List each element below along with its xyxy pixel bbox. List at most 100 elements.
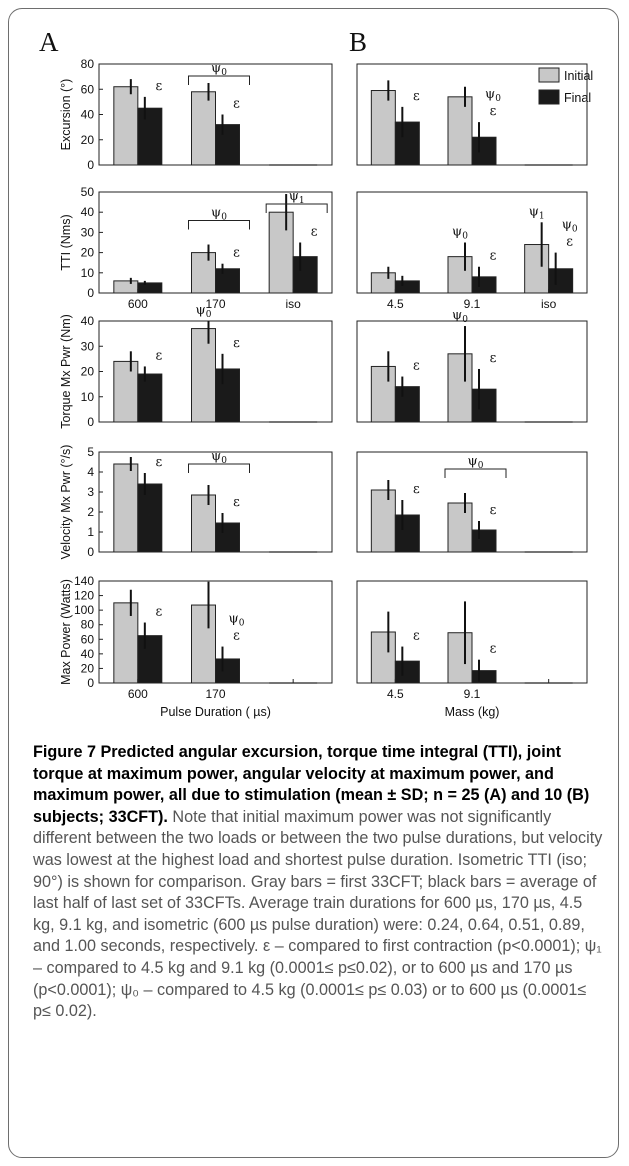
bar-final bbox=[471, 136, 497, 166]
bar-final bbox=[137, 483, 163, 553]
y-tick-label: 40 bbox=[81, 647, 95, 661]
y-tick-label: 40 bbox=[81, 108, 95, 122]
epsilon-annotation: ε bbox=[490, 503, 497, 518]
bar-final bbox=[394, 386, 420, 423]
x-axis-label: Mass (kg) bbox=[445, 705, 500, 719]
y-tick-label: 30 bbox=[81, 339, 95, 353]
bar-final bbox=[471, 388, 497, 423]
epsilon-annotation: ε bbox=[233, 336, 240, 351]
significance-bracket bbox=[444, 468, 507, 478]
bar-final bbox=[215, 368, 240, 423]
y-axis-label: TTI (Nms) bbox=[59, 214, 73, 270]
x-tick-label: 600 bbox=[128, 297, 148, 311]
psi-annotation: ψ1 bbox=[529, 204, 545, 221]
y-tick-label: 4 bbox=[87, 465, 94, 479]
bar-final bbox=[394, 660, 420, 684]
epsilon-annotation: ε bbox=[155, 348, 162, 363]
y-tick-label: 80 bbox=[81, 618, 95, 632]
y-tick-label: 60 bbox=[81, 632, 95, 646]
bar-initial bbox=[191, 328, 216, 423]
bar-final bbox=[215, 522, 240, 553]
epsilon-annotation: ε bbox=[566, 235, 573, 250]
bar-initial bbox=[370, 90, 396, 166]
bar-final bbox=[471, 670, 497, 684]
y-tick-label: 20 bbox=[81, 661, 95, 675]
y-tick-label: 10 bbox=[81, 266, 95, 280]
y-tick-label: 20 bbox=[81, 365, 95, 379]
y-tick-label: 0 bbox=[87, 545, 94, 559]
bar-initial bbox=[447, 502, 473, 553]
y-axis-label: Max Power (Watts) bbox=[59, 579, 73, 685]
x-tick-label: 9.1 bbox=[464, 687, 481, 701]
epsilon-annotation: ε bbox=[233, 246, 240, 261]
panel-letter-b: B bbox=[349, 27, 367, 57]
epsilon-annotation: ε bbox=[155, 605, 162, 620]
legend-swatch-initial bbox=[538, 67, 560, 83]
psi-annotation: ψ0 bbox=[229, 612, 245, 629]
epsilon-annotation: ε bbox=[311, 225, 318, 240]
epsilon-annotation: ε bbox=[413, 359, 420, 374]
bar-final bbox=[215, 658, 240, 684]
epsilon-annotation: ε bbox=[155, 455, 162, 470]
caption-title: Figure 7 Predicted angular excursion, to… bbox=[33, 743, 590, 826]
bar-final bbox=[292, 256, 318, 294]
bar-initial bbox=[370, 272, 396, 294]
y-tick-label: 3 bbox=[87, 485, 94, 499]
panel-letter-a: A bbox=[39, 27, 59, 57]
y-tick-label: 140 bbox=[74, 574, 94, 588]
psi-annotation: ψ0 bbox=[562, 218, 578, 235]
figure-caption: Figure 7 Predicted angular excursion, to… bbox=[33, 742, 608, 1023]
x-tick-label: 600 bbox=[128, 687, 148, 701]
bar-initial bbox=[447, 632, 473, 684]
y-tick-label: 80 bbox=[81, 57, 95, 71]
bar-initial bbox=[191, 604, 216, 684]
bar-final bbox=[548, 268, 574, 294]
psi-annotation: ψ0 bbox=[452, 225, 468, 242]
bar-initial bbox=[113, 280, 139, 294]
epsilon-annotation: ε bbox=[233, 97, 240, 112]
y-tick-label: 20 bbox=[81, 133, 95, 147]
y-axis-label: Velocity Mx Pwr (°/s) bbox=[59, 445, 73, 560]
y-tick-label: 0 bbox=[87, 286, 94, 300]
bar-initial bbox=[191, 91, 216, 166]
psi-bracket-label: ψ0 bbox=[211, 206, 227, 223]
y-tick-label: 5 bbox=[87, 445, 94, 459]
x-axis-label: Pulse Duration ( µs) bbox=[160, 705, 271, 719]
x-tick-label: 170 bbox=[205, 687, 225, 701]
psi-annotation: ψ0 bbox=[485, 87, 501, 104]
chart-b-row3: ε ε ψ0 bbox=[356, 451, 588, 553]
y-tick-label: 0 bbox=[87, 158, 94, 172]
bar-final bbox=[394, 280, 420, 294]
y-tick-label: 60 bbox=[81, 82, 95, 96]
y-tick-label: 40 bbox=[81, 314, 95, 328]
epsilon-annotation: ε bbox=[413, 89, 420, 104]
y-tick-label: 120 bbox=[74, 589, 94, 603]
x-tick-label: 4.5 bbox=[387, 687, 404, 701]
epsilon-annotation: ε bbox=[413, 482, 420, 497]
legend-label-initial: Initial bbox=[564, 69, 593, 83]
y-axis-label: Torque Mx Pwr (Nm) bbox=[59, 314, 73, 429]
y-tick-label: 2 bbox=[87, 505, 94, 519]
psi-bracket-label: ψ0 bbox=[468, 454, 484, 471]
epsilon-annotation: ε bbox=[490, 351, 497, 366]
bar-final bbox=[215, 268, 240, 294]
y-tick-label: 0 bbox=[87, 676, 94, 690]
bar-final bbox=[471, 529, 497, 553]
bar-final bbox=[137, 282, 163, 294]
bar-initial bbox=[113, 360, 139, 423]
bar-initial bbox=[447, 96, 473, 166]
epsilon-annotation: ε bbox=[490, 104, 497, 119]
epsilon-annotation: ε bbox=[155, 79, 162, 94]
bar-final bbox=[137, 373, 163, 423]
legend-label-final: Final bbox=[564, 91, 591, 105]
epsilon-annotation: ε bbox=[413, 629, 420, 644]
bar-initial bbox=[113, 602, 139, 684]
bar-initial bbox=[268, 211, 294, 294]
chart-b-row4: ε ε 4.5 9.1 Mass (kg) bbox=[356, 580, 588, 719]
y-tick-label: 0 bbox=[87, 415, 94, 429]
